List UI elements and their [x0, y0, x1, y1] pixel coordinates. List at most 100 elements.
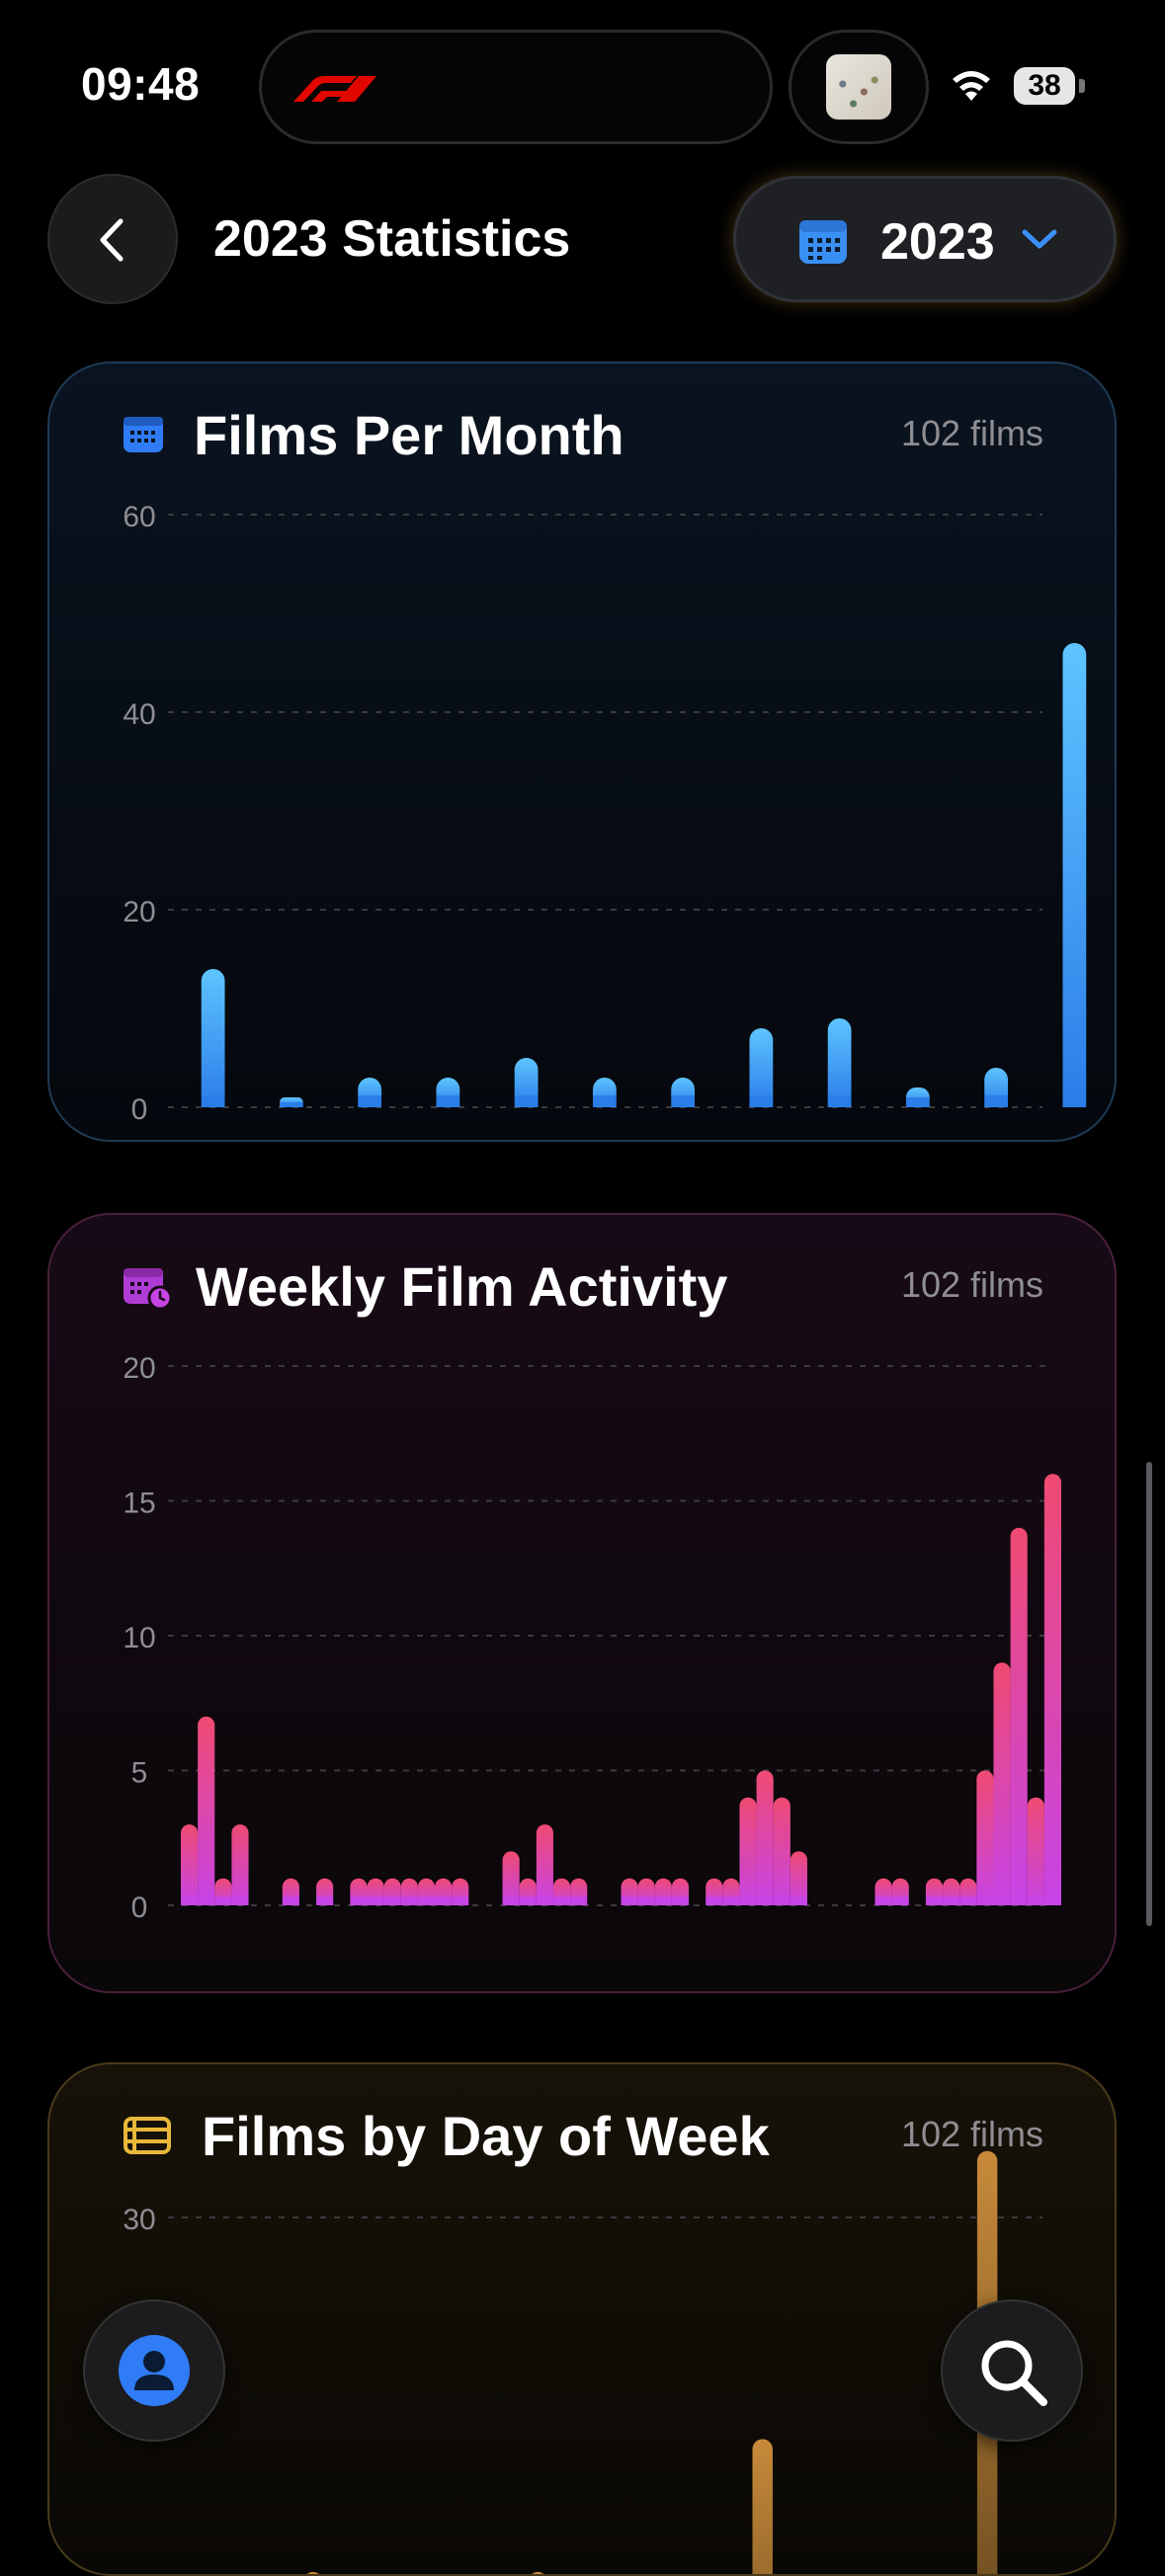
- y-tick-label: 0: [131, 1093, 148, 1126]
- search-button[interactable]: [941, 2299, 1083, 2442]
- status-time: 09:48: [81, 58, 201, 110]
- list-icon: [124, 2117, 171, 2154]
- bar[interactable]: [1062, 643, 1087, 1107]
- bar[interactable]: [1043, 1474, 1061, 1905]
- bar[interactable]: [536, 1824, 553, 1905]
- films-per-month-card: Films Per Month 102 films 0 20 40 60: [47, 362, 1117, 1142]
- bar[interactable]: [790, 1851, 807, 1905]
- bar-base: [1043, 1896, 1061, 1905]
- bar[interactable]: [976, 1770, 994, 1906]
- bar-base: [452, 1896, 469, 1905]
- bar-base: [739, 1896, 757, 1905]
- bar[interactable]: [1010, 1527, 1028, 1905]
- bar-base: [790, 1896, 807, 1905]
- bar[interactable]: [773, 1797, 791, 1905]
- bar-base: [959, 1896, 977, 1905]
- y-tick-label: 0: [131, 1892, 148, 1924]
- bar-base: [201, 1095, 225, 1107]
- weekly-film-activity-chart: 0 5 10 15 20: [123, 1352, 1061, 1924]
- bar[interactable]: [198, 1716, 215, 1905]
- bar-base: [383, 1896, 401, 1905]
- bar-base: [436, 1095, 460, 1107]
- card-film-count: 102 films: [900, 2114, 1043, 2154]
- card-title: Films by Day of Week: [202, 2105, 770, 2167]
- bar[interactable]: [181, 1824, 199, 1905]
- album-art: [826, 54, 891, 120]
- bar-base: [756, 1896, 774, 1905]
- weekly-film-activity-card: Weekly Film Activity 102 films 0 5 10 15 20: [47, 1213, 1117, 1993]
- bar-base: [316, 1896, 334, 1905]
- bar[interactable]: [756, 1770, 774, 1906]
- bar-base: [654, 1896, 672, 1905]
- bar-base: [874, 1896, 892, 1905]
- bar-base: [722, 1896, 740, 1905]
- bar-base: [592, 1095, 617, 1107]
- bar[interactable]: [739, 1797, 757, 1905]
- bar-base: [514, 1095, 539, 1107]
- battery-level: 38: [1014, 67, 1075, 105]
- bar-base: [706, 1896, 723, 1905]
- wifi-icon: [953, 71, 990, 101]
- profile-button[interactable]: [83, 2299, 225, 2442]
- bar-base: [943, 1896, 960, 1905]
- bar-base: [400, 1896, 418, 1905]
- year-selector-button[interactable]: 2023: [733, 176, 1117, 302]
- bar-base: [519, 1896, 537, 1905]
- battery-nub: [1079, 79, 1085, 93]
- bar[interactable]: [201, 969, 225, 1107]
- bar-base: [773, 1896, 791, 1905]
- bar-base: [827, 1095, 852, 1107]
- card-film-count: 102 films: [900, 413, 1043, 453]
- bar[interactable]: [827, 1018, 852, 1107]
- bar-base: [214, 1896, 232, 1905]
- calendar-clock-icon: [124, 1268, 172, 1310]
- bar-base: [367, 1896, 384, 1905]
- scrollbar[interactable]: [1146, 1462, 1152, 1926]
- bar-base: [976, 1896, 994, 1905]
- now-playing-indicator[interactable]: [789, 30, 929, 144]
- bar[interactable]: [528, 2571, 547, 2576]
- bar-base: [749, 1095, 774, 1107]
- films-by-day-of-week-card: Films by Day of Week 102 films 30: [47, 2062, 1117, 2576]
- bar-base: [621, 1896, 638, 1905]
- live-activity-pill[interactable]: [259, 30, 773, 144]
- bar[interactable]: [749, 1028, 774, 1107]
- bar-base: [417, 1896, 436, 1905]
- bar[interactable]: [1027, 1797, 1044, 1905]
- films-by-day-of-week-chart: 30: [123, 2150, 1042, 2576]
- bar[interactable]: [752, 2439, 773, 2576]
- bar-base: [1010, 1896, 1028, 1905]
- y-tick-label: 40: [123, 698, 155, 731]
- bar-base: [358, 1095, 382, 1107]
- card-title: Films Per Month: [194, 404, 624, 466]
- bar-base: [1027, 1896, 1044, 1905]
- bar-base: [891, 1896, 909, 1905]
- calendar-icon: [124, 417, 163, 452]
- bar[interactable]: [231, 1824, 249, 1905]
- bar-base: [502, 1896, 520, 1905]
- bar[interactable]: [993, 1662, 1011, 1905]
- year-label: 2023: [880, 213, 995, 271]
- search-icon: [981, 2340, 1047, 2406]
- chevron-down-icon: [1022, 229, 1057, 249]
- films-per-month-chart: 0 20 40 60: [123, 501, 1087, 1126]
- y-tick-label: 15: [123, 1488, 155, 1520]
- chevron-left-icon: [100, 218, 124, 262]
- bar[interactable]: [514, 1058, 539, 1107]
- back-button[interactable]: [47, 174, 178, 304]
- bar-base: [671, 1896, 690, 1905]
- bar-base: [671, 1095, 696, 1107]
- bar-base: [536, 1896, 553, 1905]
- card-title: Weekly Film Activity: [196, 1255, 728, 1318]
- bar-base: [552, 1896, 571, 1905]
- y-tick-label: 20: [123, 896, 155, 928]
- page-title: 2023 Statistics: [213, 210, 571, 268]
- bar-base: [279, 1102, 303, 1107]
- calendar-icon: [799, 220, 847, 264]
- bar-base: [350, 1896, 368, 1905]
- bar[interactable]: [502, 1851, 520, 1905]
- bar-base: [198, 1896, 215, 1905]
- bar[interactable]: [303, 2571, 323, 2576]
- bar-base: [231, 1896, 249, 1905]
- y-tick-label: 5: [131, 1757, 148, 1790]
